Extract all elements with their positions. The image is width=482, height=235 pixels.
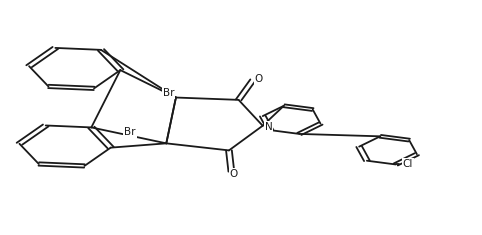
- Text: Br: Br: [163, 88, 174, 98]
- Text: O: O: [254, 74, 263, 84]
- Text: Cl: Cl: [402, 160, 413, 169]
- Text: N: N: [265, 122, 272, 132]
- Text: Br: Br: [124, 127, 136, 137]
- Text: O: O: [229, 169, 238, 179]
